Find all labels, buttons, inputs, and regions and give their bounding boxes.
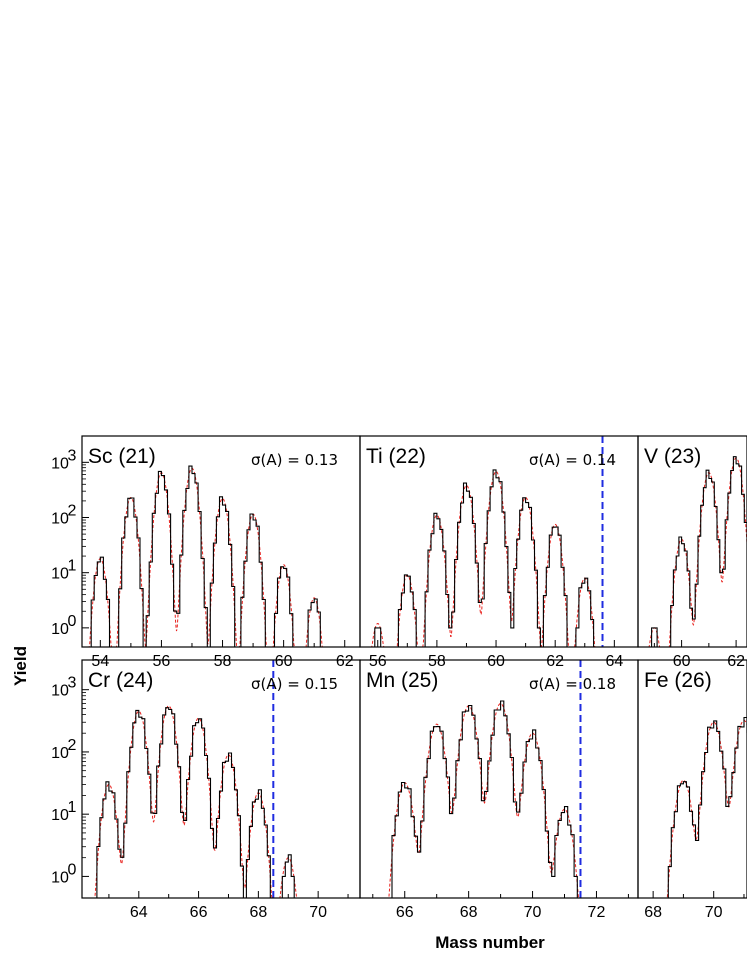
x-tick-label: 58	[428, 653, 446, 670]
plot-area	[360, 436, 638, 647]
panel-label: Mn (25)	[366, 669, 438, 692]
data-histogram	[638, 716, 747, 898]
x-tick-label: 64	[130, 904, 148, 921]
y-tick-label: 10	[51, 455, 69, 472]
data-histogram	[82, 465, 360, 647]
y-tick-label: 10	[51, 621, 69, 638]
panel-label: V (23)	[644, 445, 701, 468]
sigma-label: σ(A) = 0.13	[251, 451, 338, 469]
x-tick-label: 62	[336, 653, 354, 670]
panel-5: 68 70 Fe (26)	[637, 659, 747, 921]
x-tick-label: 62	[546, 653, 564, 670]
y-tick-label: 10	[51, 745, 69, 762]
x-tick-label: 66	[396, 904, 414, 921]
panel-label: Sc (21)	[88, 445, 156, 468]
x-tick-label: 68	[460, 904, 478, 921]
fit-curve	[638, 720, 747, 898]
y-tick-exponent: 3	[68, 447, 77, 464]
x-tick-label: 68	[249, 904, 267, 921]
y-tick-label: 10	[51, 566, 69, 583]
data-histogram	[638, 456, 747, 647]
plot-area	[82, 660, 360, 898]
fit-curve	[638, 457, 747, 647]
y-axis-label: Yield	[11, 646, 30, 686]
x-tick-label: 54	[91, 653, 109, 670]
x-tick-label: 60	[673, 653, 691, 670]
x-tick-label: 60	[275, 653, 293, 670]
panel-frame	[637, 659, 747, 899]
x-tick-label: 66	[190, 904, 208, 921]
x-tick-label: 56	[369, 653, 387, 670]
panel-1: 56 58 60 62 64 Ti (22) σ(A) = 0.14	[359, 435, 639, 670]
y-tick-exponent: 0	[68, 861, 77, 878]
y-tick-exponent: 2	[68, 503, 77, 520]
x-tick-label: 70	[309, 904, 327, 921]
fit-curve	[82, 705, 360, 898]
x-tick-label: 68	[644, 904, 662, 921]
panel-frame	[637, 435, 747, 648]
plot-area	[360, 660, 638, 898]
x-tick-label: 70	[524, 904, 542, 921]
y-tick-exponent: 1	[68, 799, 77, 816]
panel-frame	[359, 659, 639, 899]
x-tick-label: 64	[605, 653, 623, 670]
fit-curve	[360, 471, 638, 647]
panel-label: Fe (26)	[644, 669, 712, 692]
plot-area	[638, 716, 747, 898]
x-tick-label: 60	[487, 653, 505, 670]
x-tick-label: 62	[727, 653, 745, 670]
y-tick-label: 10	[51, 807, 69, 824]
fit-curve	[82, 467, 360, 647]
sigma-label: σ(A) = 0.15	[251, 675, 338, 693]
data-histogram	[360, 700, 638, 898]
x-tick-label: 72	[588, 904, 606, 921]
y-tick-label: 10	[51, 869, 69, 886]
panel-label: Cr (24)	[88, 669, 153, 692]
data-histogram	[82, 707, 360, 898]
y-tick-exponent: 2	[68, 737, 77, 754]
y-tick-label: 10	[51, 511, 69, 528]
data-histogram	[360, 469, 638, 647]
y-tick-label: 10	[51, 683, 69, 700]
x-tick-label: 56	[153, 653, 171, 670]
panel-label: Ti (22)	[366, 445, 426, 468]
fit-curve	[360, 702, 638, 898]
x-tick-label: 58	[214, 653, 232, 670]
y-tick-exponent: 3	[68, 675, 77, 692]
x-axis-label: Mass number	[435, 933, 545, 952]
y-tick-exponent: 0	[68, 613, 77, 630]
sigma-label: σ(A) = 0.14	[529, 451, 616, 469]
x-tick-label: 70	[705, 904, 723, 921]
plot-area	[82, 465, 360, 647]
panel-frame	[81, 659, 361, 899]
y-tick-exponent: 1	[68, 558, 77, 575]
sigma-label: σ(A) = 0.18	[529, 675, 616, 693]
plot-area	[638, 456, 747, 647]
panel-4: 66 68 70 72 Mn (25) σ(A) = 0.18	[359, 659, 639, 921]
panel-2: 60 62 V (23)	[637, 435, 747, 670]
